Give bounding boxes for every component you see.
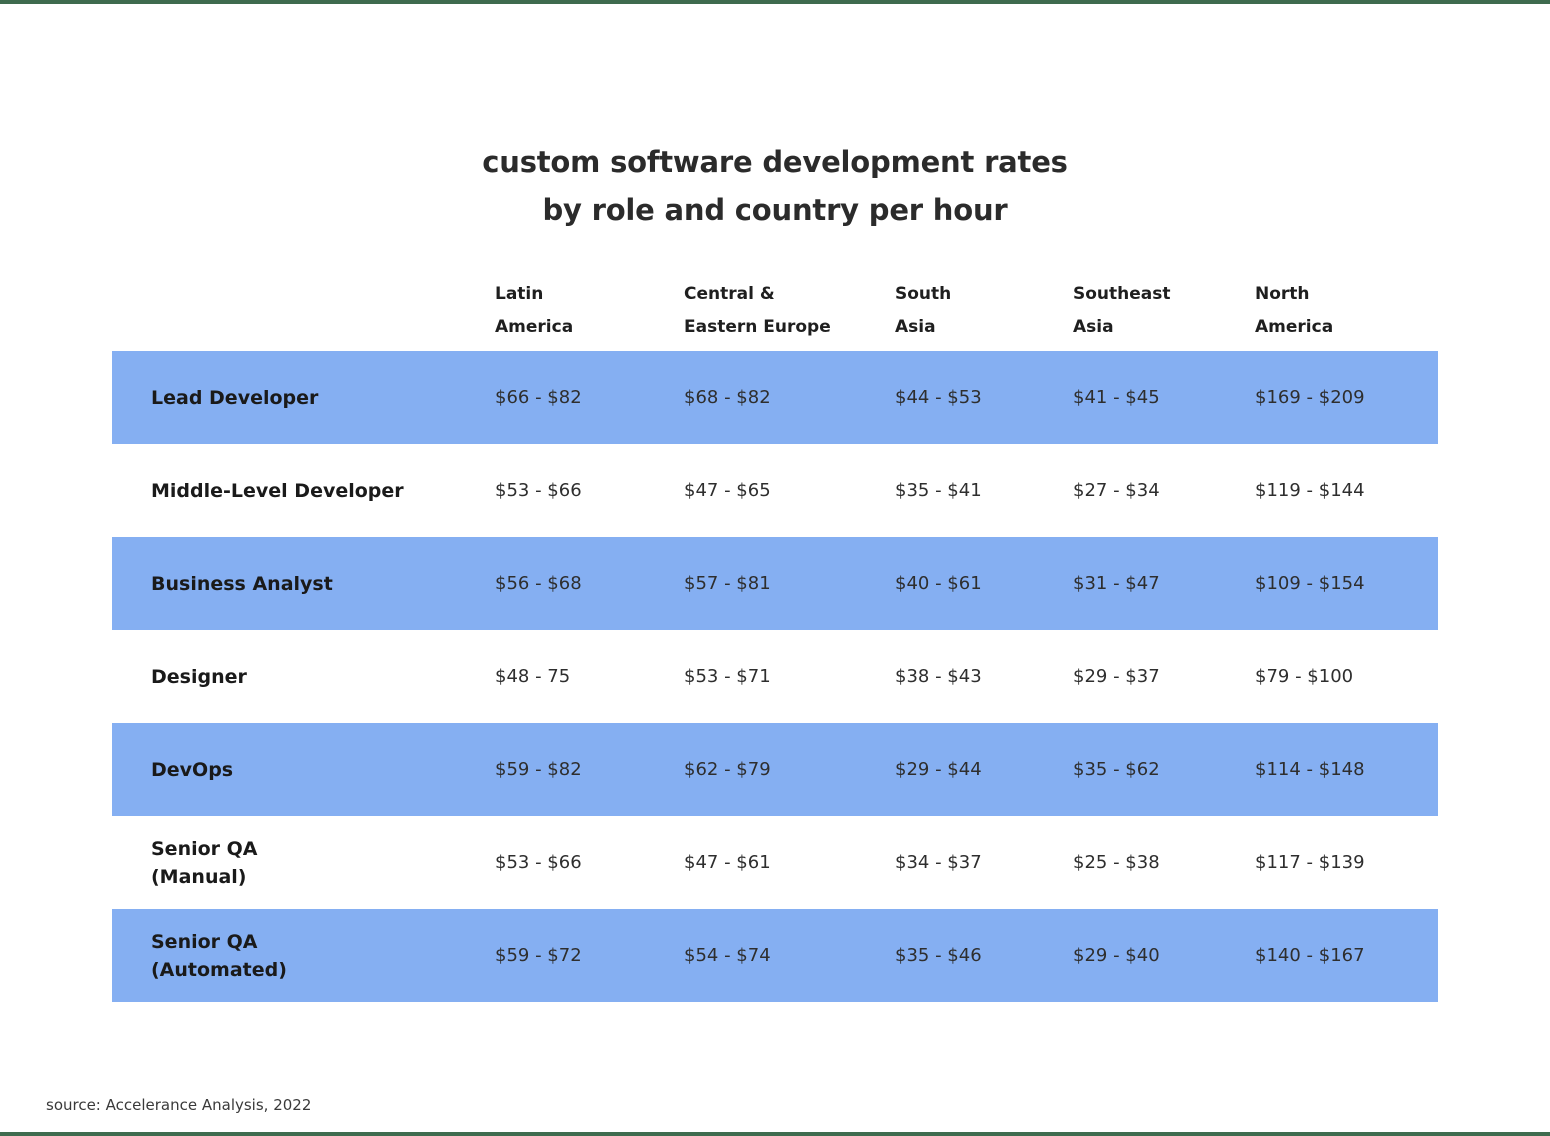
table-row-middle-level-developer: Middle-Level Developer $53 - $66 $47 - $… [112,444,1438,537]
role-label: Business Analyst [151,572,333,595]
rate-cell: $62 - $79 [684,759,771,780]
rate-cell: $27 - $34 [1073,480,1160,501]
role-cell: Business Analyst [112,537,495,630]
rate-cell: $31 - $47 [1073,573,1160,594]
rate-cell: $79 - $100 [1255,666,1354,687]
table-row-senior-qa-manual: Senior QA (Manual) $53 - $66 $47 - $61 $… [112,816,1438,909]
rate-cell: $47 - $61 [684,852,771,873]
header-cell-southeast-asia: Southeast Asia [1073,274,1255,344]
role-cell: Senior QA (Automated) [112,909,495,1002]
role-cell: Senior QA (Manual) [112,816,495,909]
table-row-devops: DevOps $59 - $82 $62 - $79 $29 - $44 $35… [112,723,1438,816]
rate-cell: $109 - $154 [1255,573,1365,594]
rate-cell: $57 - $81 [684,573,771,594]
header-line: Eastern Europe [684,317,831,337]
title-line-1: custom software development rates [482,145,1068,179]
rate-cell: $47 - $65 [684,480,771,501]
rate-cell: $48 - 75 [495,666,571,687]
header-cell-role [112,274,495,278]
role-label: Lead Developer [151,386,319,409]
header-line: America [495,317,574,337]
table-header-row: Latin America Central & Eastern Europe S… [112,274,1438,351]
rate-cell: $44 - $53 [895,387,982,408]
rate-cell: $29 - $37 [1073,666,1160,687]
rate-cell: $140 - $167 [1255,945,1365,966]
rate-cell: $117 - $139 [1255,852,1365,873]
rate-cell: $40 - $61 [895,573,982,594]
role-cell: Middle-Level Developer [112,444,495,537]
table-row-designer: Designer $48 - 75 $53 - $71 $38 - $43 $2… [112,630,1438,723]
header-cell-south-asia: South Asia [895,274,1073,344]
header-line: Asia [1073,317,1114,337]
source-caption: source: Accelerance Analysis, 2022 [46,1096,312,1114]
table-row-lead-developer: Lead Developer $66 - $82 $68 - $82 $44 -… [112,351,1438,444]
rate-cell: $41 - $45 [1073,387,1160,408]
rate-cell: $68 - $82 [684,387,771,408]
header-line: Southeast [1073,284,1171,304]
rate-cell: $59 - $72 [495,945,582,966]
title-line-2: by role and country per hour [542,193,1008,227]
role-cell: Lead Developer [112,351,495,444]
rate-cell: $29 - $44 [895,759,982,780]
header-cell-latin-america: Latin America [495,274,684,344]
table-row-senior-qa-automated: Senior QA (Automated) $59 - $72 $54 - $7… [112,909,1438,1002]
rate-cell: $54 - $74 [684,945,771,966]
header-cell-central-eastern-europe: Central & Eastern Europe [684,274,895,344]
role-label: DevOps [151,758,234,781]
rate-cell: $25 - $38 [1073,852,1160,873]
page-title: custom software development rates by rol… [0,138,1550,234]
rate-cell: $35 - $46 [895,945,982,966]
header-line: America [1255,317,1334,337]
rate-cell: $35 - $41 [895,480,982,501]
rates-table: Latin America Central & Eastern Europe S… [112,274,1438,1002]
rate-cell: $119 - $144 [1255,480,1365,501]
rate-cell: $53 - $71 [684,666,771,687]
table-row-business-analyst: Business Analyst $56 - $68 $57 - $81 $40… [112,537,1438,630]
rate-cell: $34 - $37 [895,852,982,873]
role-label: Designer [151,665,247,688]
role-label-line2: (Automated) [151,958,287,981]
role-label-line2: (Manual) [151,865,247,888]
rate-cell: $56 - $68 [495,573,582,594]
role-label: Middle-Level Developer [151,479,404,502]
role-cell: DevOps [112,723,495,816]
header-cell-north-america: North America [1255,274,1438,344]
rate-cell: $38 - $43 [895,666,982,687]
header-line: North [1255,284,1310,304]
header-line: Asia [895,317,936,337]
rate-cell: $169 - $209 [1255,387,1365,408]
rate-cell: $59 - $82 [495,759,582,780]
role-label: Senior QA [151,837,258,860]
rate-cell: $114 - $148 [1255,759,1365,780]
header-line: Latin [495,284,544,304]
role-cell: Designer [112,630,495,723]
rate-cell: $29 - $40 [1073,945,1160,966]
role-label: Senior QA [151,930,258,953]
header-line: South [895,284,952,304]
rate-cell: $53 - $66 [495,480,582,501]
header-line: Central & [684,284,775,304]
rate-cell: $66 - $82 [495,387,582,408]
rate-cell: $53 - $66 [495,852,582,873]
rate-cell: $35 - $62 [1073,759,1160,780]
